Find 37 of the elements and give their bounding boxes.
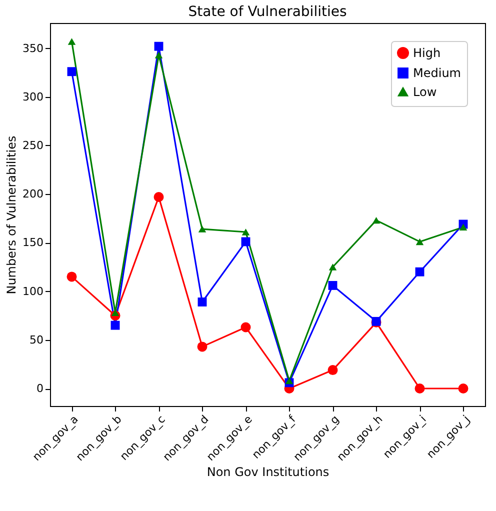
point: [154, 42, 164, 51]
y-tick-label: 250: [22, 138, 44, 152]
y-tick-label: 150: [22, 236, 44, 250]
point: [66, 272, 77, 282]
point: [67, 67, 76, 76]
point: [285, 377, 294, 384]
legend-label: Medium: [413, 66, 461, 80]
point: [154, 52, 163, 58]
y-tick-label: 0: [36, 382, 44, 396]
y-tick-label: 50: [30, 333, 44, 346]
point: [240, 322, 251, 332]
y-axis-title: Numbers of Vulnerabilities: [4, 136, 19, 294]
point: [458, 384, 468, 394]
legend-label: Low: [413, 85, 437, 99]
y-tick-label: 200: [22, 188, 44, 201]
point: [68, 38, 76, 45]
point: [154, 192, 164, 202]
x-axis-title: Non Gov Institutions: [206, 464, 330, 479]
point: [110, 320, 120, 330]
y-tick-label: 350: [22, 42, 44, 55]
point: [416, 238, 424, 246]
point: [372, 216, 380, 224]
point: [328, 264, 337, 270]
y-tick-label: 100: [22, 284, 44, 298]
point: [242, 228, 250, 236]
point: [197, 342, 208, 352]
chart-title: State of Vulnerabilities: [188, 4, 347, 20]
point: [414, 384, 425, 394]
point: [198, 226, 206, 232]
point: [328, 280, 338, 290]
point: [198, 298, 207, 306]
point: [328, 365, 338, 376]
point: [459, 224, 468, 230]
legend-label: High: [413, 46, 441, 60]
point: [415, 267, 424, 276]
y-tick-label: 300: [22, 90, 44, 104]
point: [241, 237, 250, 246]
